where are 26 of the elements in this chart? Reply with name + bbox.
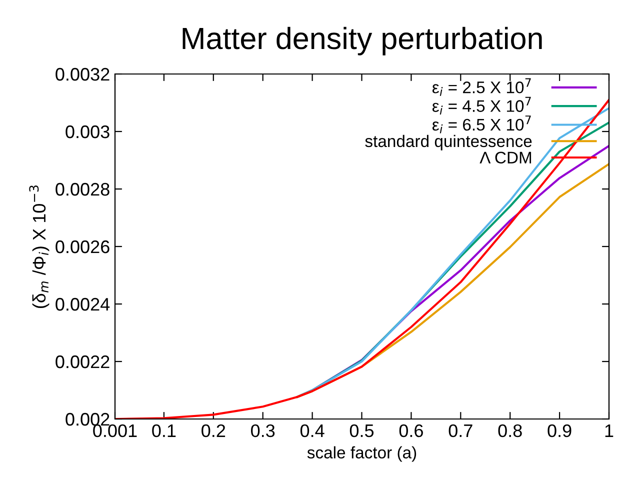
x-tick-label: 1 (605, 424, 614, 437)
x-tick-label: 0.7 (448, 424, 472, 438)
x-tick-label: 0.4 (300, 424, 324, 438)
chart-title: Matter density perturbation (182, 26, 542, 56)
x-tick-label: 0.3 (251, 424, 275, 438)
y-tick-label: 0.002 (66, 412, 110, 426)
y-tick-label: 0.0028 (56, 182, 110, 196)
y-tick-label: 0.0022 (56, 355, 110, 368)
x-tick-label: 0.9 (548, 424, 572, 438)
y-tick-label: 0.0024 (56, 298, 110, 311)
legend-label: ε$_{i}$ = 6.5 X 10$^{7}$ (432, 116, 531, 134)
x-tick-label: 0.6 (399, 424, 423, 438)
x-tick-label: 0.1 (152, 424, 176, 438)
x-tick-label: 0.001 (93, 424, 137, 438)
legend-label: ε$_{i}$ = 2.5 X 10$^{7}$ (432, 78, 531, 96)
x-axis-title: scale factor (a) (307, 446, 416, 462)
legend-label: Λ CDM (480, 152, 532, 164)
x-tick-label: 0.2 (202, 424, 226, 438)
x-tick-label: 0.5 (350, 424, 374, 438)
y-tick-label: 0.0026 (56, 240, 110, 254)
legend-label: ε$_{i}$ = 4.5 X 10$^{7}$ (432, 96, 531, 115)
y-axis-title: (δ$_{m}$ /Φ$_{i}$) X 10$^{−3}$ (29, 186, 50, 308)
x-tick-label: 0.8 (498, 424, 522, 438)
y-tick-label: 0.003 (66, 125, 110, 138)
y-tick-label: 0.0032 (56, 68, 110, 81)
legend-label: standard quintessence (365, 134, 532, 150)
